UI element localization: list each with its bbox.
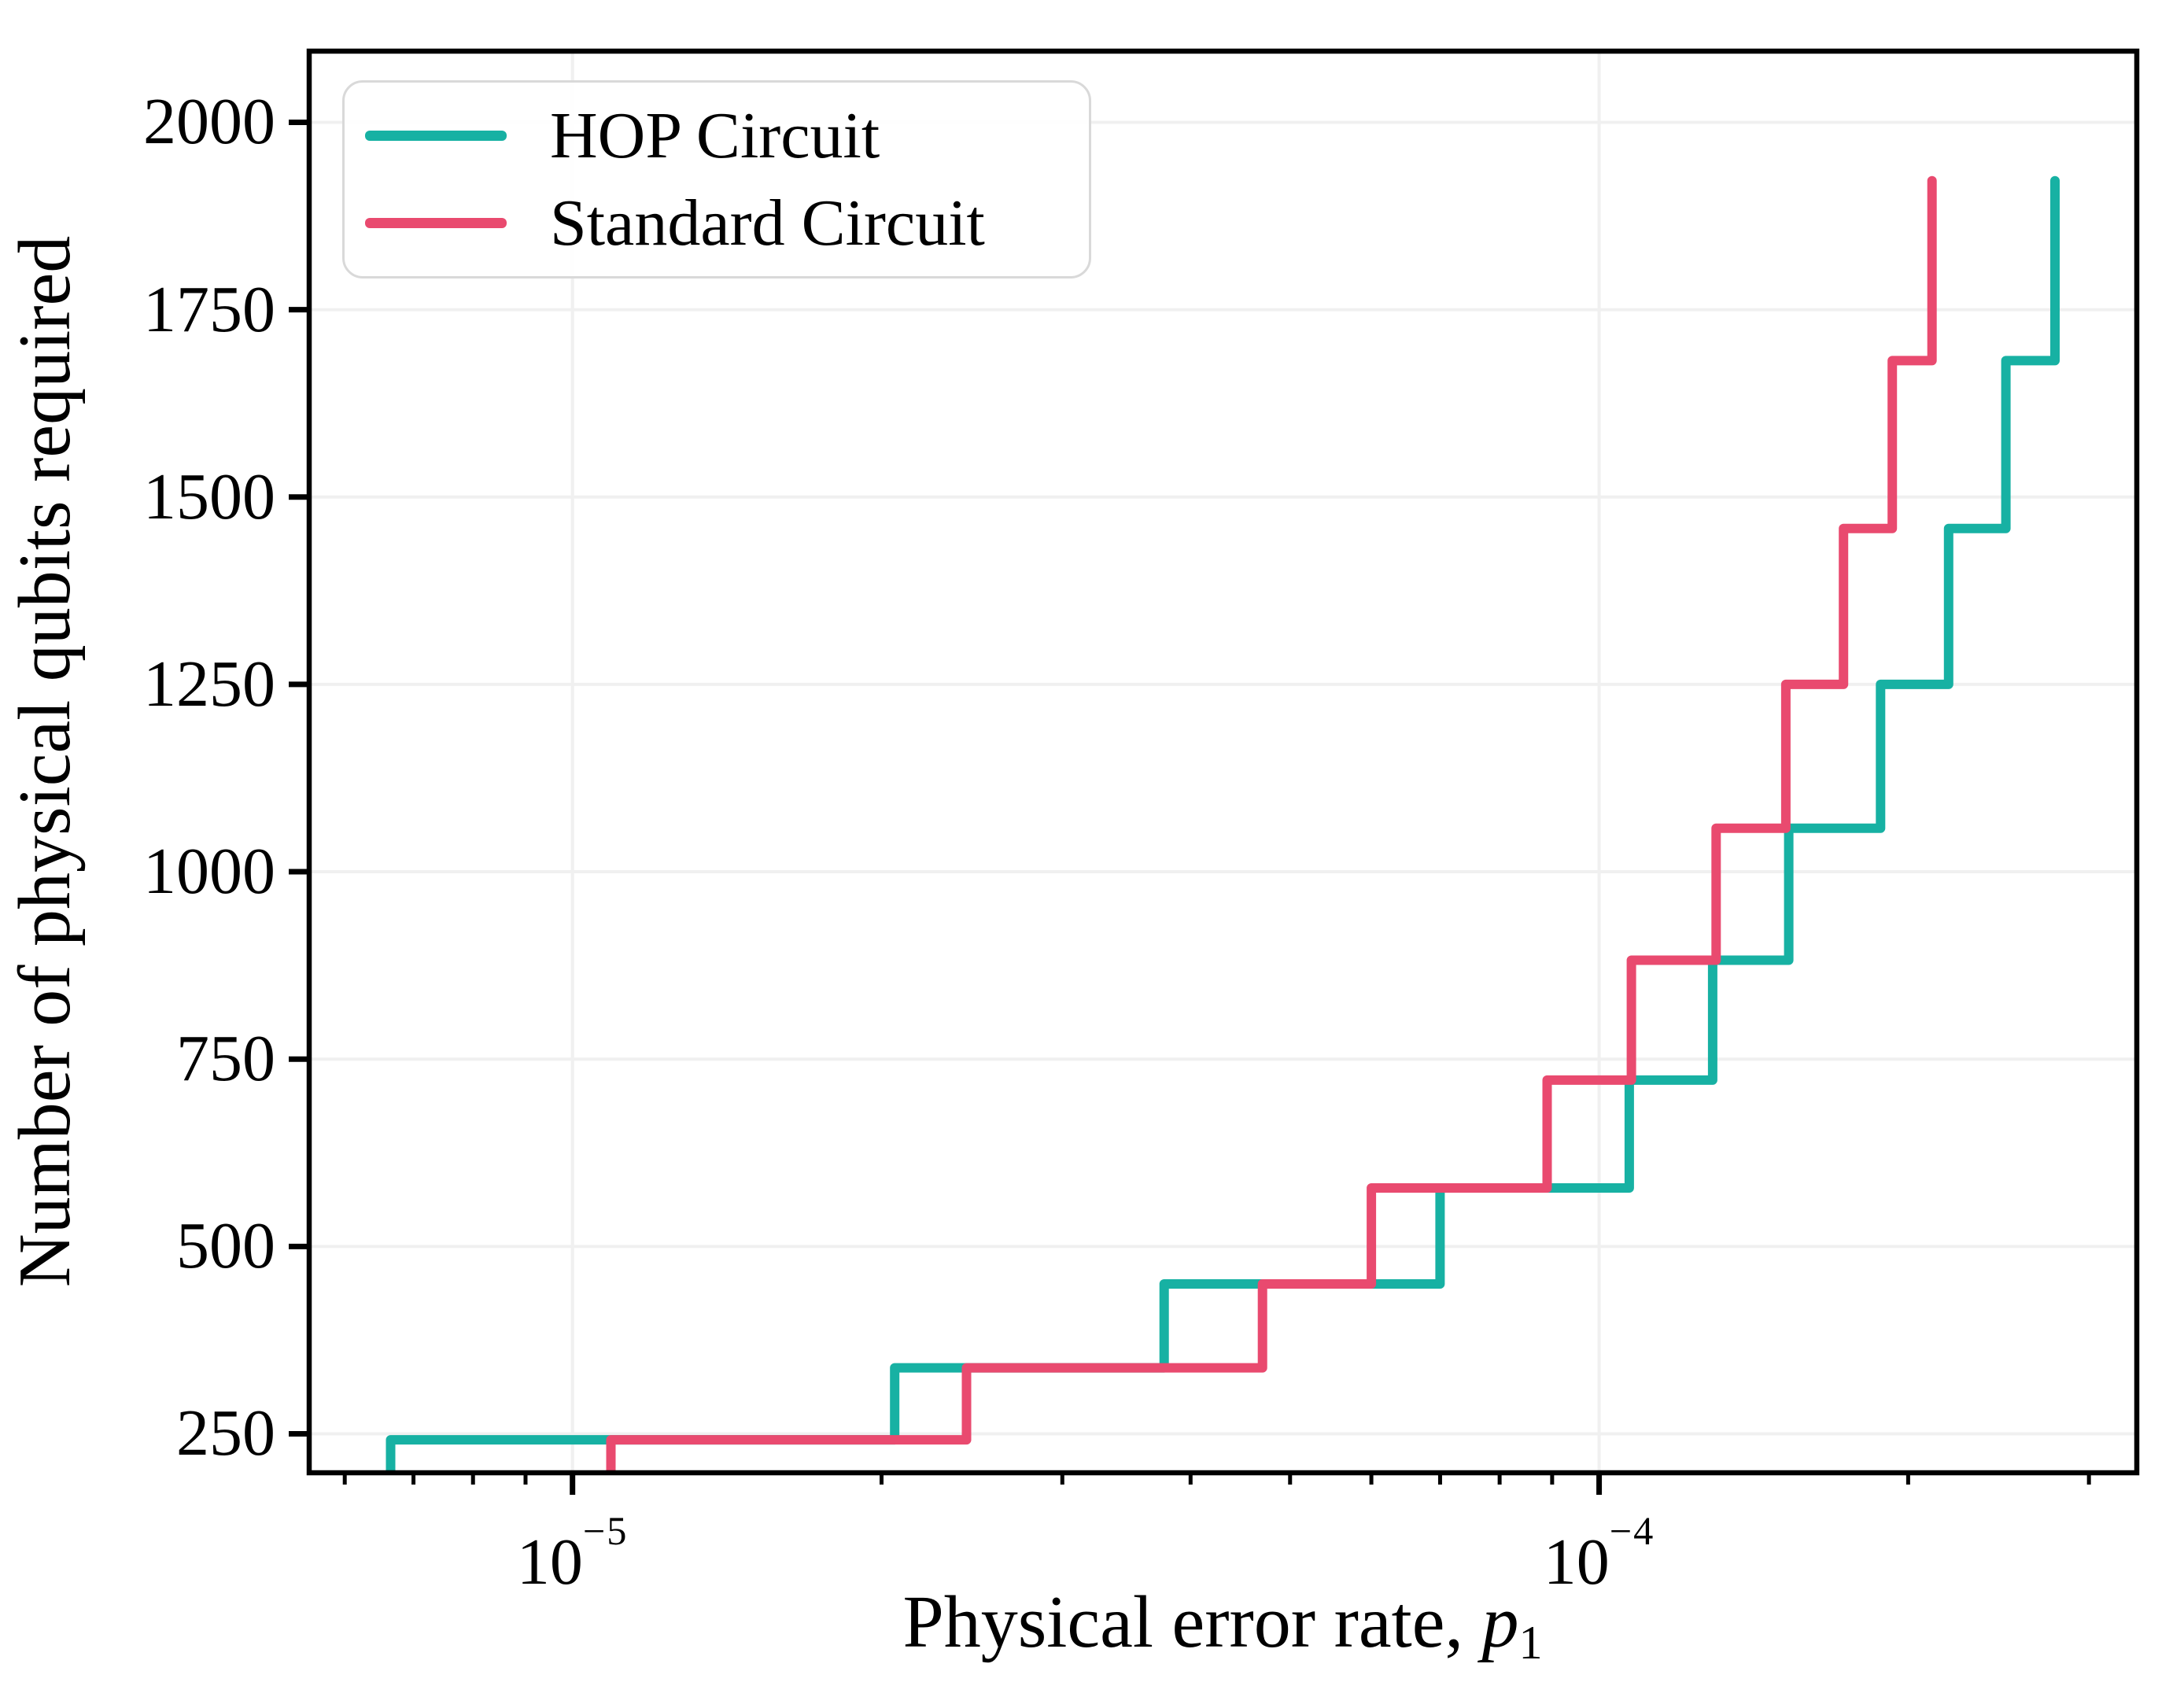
x-axis-title-variable: p — [1481, 1581, 1519, 1663]
legend-item-standard-circuit: Standard Circuit — [365, 180, 1089, 267]
standard-circuit-line-sample — [365, 218, 507, 228]
y-tick-label-1250: 1250 — [143, 647, 275, 721]
x-tick-label-10e−5: 10−5 — [516, 1508, 629, 1599]
legend-label-hop-circuit: HOP Circuit — [550, 99, 880, 172]
y-tick-label-1000: 1000 — [143, 835, 275, 909]
axes-spines — [306, 48, 2140, 1476]
y-tick-label-1500: 1500 — [143, 459, 275, 533]
x-axis-title-text: Physical error rate, — [902, 1581, 1482, 1663]
series-line-standard-circuit — [606, 175, 1937, 1473]
series-line-hop-circuit — [386, 175, 2060, 1473]
y-tick-label-750: 750 — [176, 1022, 275, 1096]
y-tick-label-500: 500 — [176, 1209, 275, 1283]
y-tick-label-250: 250 — [176, 1396, 275, 1470]
y-axis-title: Number of physical qubits required — [4, 235, 86, 1288]
legend-item-hop-circuit: HOP Circuit — [365, 93, 1089, 179]
legend-label-standard-circuit: Standard Circuit — [550, 186, 985, 260]
y-tick-label-1750: 1750 — [143, 272, 275, 346]
legend: HOP Circuit Standard Circuit — [342, 80, 1091, 279]
x-axis-title: Physical error rate, p1 — [902, 1580, 1542, 1671]
hop-circuit-line-sample — [365, 131, 507, 141]
y-tick-label-2000: 2000 — [143, 85, 275, 159]
x-axis-title-subscript: 1 — [1518, 1617, 1543, 1670]
x-tick-label-10e−4: 10−4 — [1543, 1508, 1655, 1599]
